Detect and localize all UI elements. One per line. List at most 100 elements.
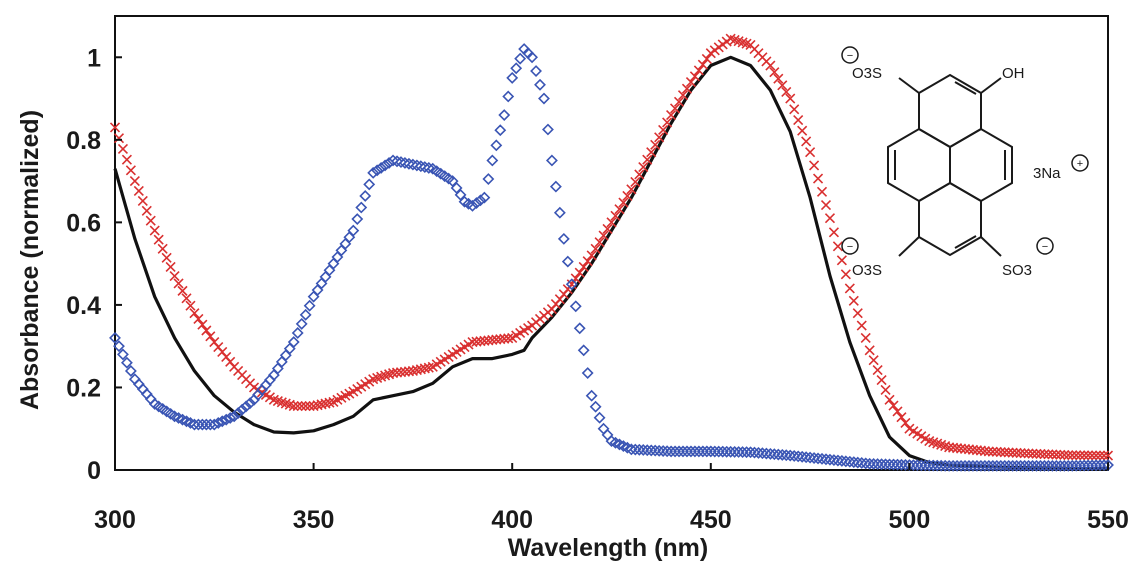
data-point [316,399,327,410]
sulfonate-bottom-right: SO3 [1002,262,1032,279]
data-point [610,210,621,221]
data-point [594,237,605,248]
data-point [145,215,156,226]
data-point [800,451,813,464]
data-point [688,445,701,458]
data-point [124,365,137,377]
data-point [649,444,662,457]
data-point [165,261,176,273]
data-point [1075,450,1086,461]
data-point [1063,450,1074,461]
data-point [561,255,574,268]
data-point [696,445,709,458]
data-point [1031,448,1042,459]
data-point [320,398,331,409]
data-point [419,363,430,374]
data-point [177,285,188,296]
data-point [201,325,212,336]
data-point [581,367,594,379]
data-point [657,445,670,457]
data-point [955,459,967,472]
data-point [812,173,824,184]
data-point [566,279,577,290]
data-point [1059,449,1070,461]
data-point [1002,459,1015,472]
data-point [963,459,975,472]
data-point [367,166,380,179]
data-point [303,299,316,312]
data-point [764,447,777,460]
plot-frame [114,15,1109,471]
data-point [892,406,903,417]
data-point [685,445,697,458]
data-point [887,458,900,471]
data-point [391,155,403,168]
data-point [220,413,233,426]
data-point [312,400,323,411]
data-point [577,344,590,357]
y-axis-title: Absorbance (normalized) [16,110,44,410]
data-point [1098,450,1110,461]
axes: 300 350 400 450 500 550 0 0.2 0.4 0.6 0.8 1 [66,44,1129,534]
data-point [423,362,434,373]
series-layer [109,33,1114,472]
plot-area [114,15,1109,471]
data-point [653,444,666,457]
molecule-labels: O3S OH 3Na O3S SO3 − + − − [847,50,1083,279]
data-point [677,445,689,458]
x-tick-label: 300 [94,506,136,534]
data-point [614,204,625,215]
data-point [828,454,840,467]
data-point [724,445,737,458]
y-tick-label: 0 [87,457,101,485]
data-point [708,445,721,458]
data-point [970,459,983,472]
data-point [1042,459,1055,472]
data-point [781,86,792,98]
data-point [557,232,570,245]
data-point [1006,459,1019,472]
data-point [943,459,956,472]
data-point [542,123,554,136]
data-point [288,400,299,412]
data-point [387,154,399,167]
data-point [602,223,613,235]
data-point [880,384,891,395]
charge-minus-3: − [1042,241,1048,253]
data-point [569,300,582,313]
data-point [1078,459,1091,472]
data-point [125,165,136,176]
data-point [606,217,617,228]
data-point [809,160,820,171]
data-point [189,308,200,319]
counter-ion-label: 3Na [1033,165,1061,182]
data-point [987,446,998,457]
data-point [113,340,125,353]
data-point [871,458,884,470]
data-point [704,445,717,458]
data-point [173,278,184,289]
data-point [777,80,788,91]
data-point [780,449,793,462]
data-point [852,308,863,319]
data-point [1062,459,1075,472]
data-point [494,124,507,137]
data-point [935,459,948,472]
data-point [801,136,812,147]
data-point [1046,459,1059,472]
data-point [1027,448,1038,459]
data-point [788,450,801,462]
data-point [919,459,932,472]
y-tick-label: 0.8 [66,127,101,155]
data-point [371,164,384,177]
data-point [578,261,589,273]
data-point [573,322,586,335]
data-point [193,313,204,325]
data-point [582,256,593,267]
data-point [291,327,304,339]
data-point [422,161,435,174]
data-point [692,445,705,458]
x-tick-label: 350 [293,506,335,534]
data-point [876,374,887,386]
